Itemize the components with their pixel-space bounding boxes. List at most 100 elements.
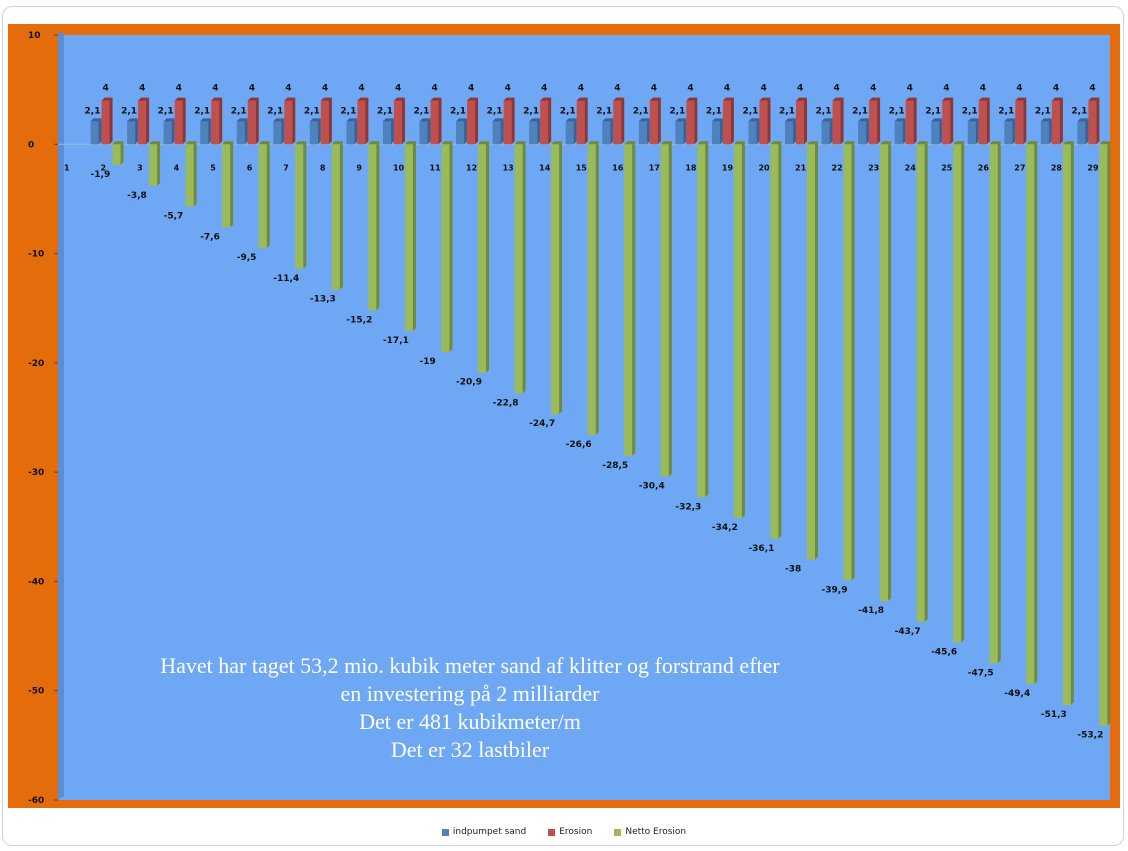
bar-indpumpet-top	[163, 118, 175, 122]
bar-indpumpet-top	[236, 118, 248, 122]
bar-netto-erosion	[368, 141, 380, 311]
bar-erosion-side	[584, 97, 588, 145]
bar-netto-erosion-face	[514, 144, 523, 394]
bar-erosion	[1088, 97, 1100, 145]
y-tick-label: -20	[28, 359, 44, 369]
bar-indpumpet-top	[1077, 118, 1089, 122]
bar-erosion-face	[796, 100, 804, 145]
bar-indpumpet-top	[711, 118, 723, 122]
category-label: 26	[978, 163, 990, 172]
bar-netto-erosion	[843, 141, 855, 581]
bar-erosion	[1051, 97, 1063, 145]
bar-erosion-top	[430, 97, 442, 101]
bar-erosion-side	[365, 97, 369, 145]
bar-netto-erosion-side	[632, 141, 636, 456]
bar-indpumpet-face	[236, 121, 245, 145]
bar-indpumpet-top	[967, 118, 979, 122]
bar-netto-erosion	[953, 141, 965, 643]
bar-indpumpet-top	[346, 118, 358, 122]
data-label-erosion: 4	[980, 84, 986, 94]
bar-indpumpet-side	[902, 118, 906, 145]
bar-erosion-face	[393, 100, 402, 145]
bar-indpumpet	[200, 118, 212, 145]
category-label: 14	[539, 163, 551, 172]
bar-netto-erosion-top	[295, 141, 307, 145]
bar-erosion	[613, 97, 625, 145]
data-label-erosion: 4	[687, 84, 693, 94]
category-label: 15	[576, 163, 588, 172]
bar-netto-erosion-side	[888, 141, 892, 602]
bar-netto-erosion-top	[514, 141, 526, 145]
bar-netto-erosion	[185, 141, 197, 207]
bar-erosion-side	[877, 97, 881, 145]
bar-erosion	[832, 97, 844, 145]
bar-erosion-face	[576, 100, 585, 145]
bar-erosion-top	[686, 97, 698, 101]
bar-indpumpet-face	[163, 121, 172, 145]
bar-indpumpet-face	[894, 121, 903, 145]
category-label: 28	[1051, 163, 1063, 172]
bar-erosion-side	[840, 97, 844, 145]
bar-indpumpet	[638, 118, 650, 145]
bar-netto-erosion-top	[697, 141, 709, 145]
bar-indpumpet	[529, 118, 541, 145]
bar-erosion	[284, 97, 296, 145]
bar-indpumpet-side	[98, 118, 102, 145]
bar-erosion-side	[219, 97, 223, 145]
bar-erosion-side	[621, 97, 625, 145]
data-label-erosion: 4	[870, 84, 876, 94]
bar-indpumpet	[967, 118, 979, 145]
bar-netto-erosion	[660, 141, 672, 477]
bar-erosion	[759, 97, 771, 145]
y-tick-label: 10	[28, 31, 41, 41]
data-label-erosion: 4	[103, 84, 109, 94]
category-label: 1	[64, 163, 70, 172]
data-label-netto-erosion: -45,6	[931, 648, 957, 658]
data-label-erosion: 4	[358, 84, 364, 94]
data-label-netto-erosion: -47,5	[968, 668, 994, 678]
data-label-indpumpet: 2,1	[1035, 106, 1051, 116]
data-label-netto-erosion: -26,6	[566, 440, 592, 450]
bar-erosion-face	[1051, 100, 1060, 145]
bar-erosion	[576, 97, 588, 145]
bar-erosion-face	[540, 100, 549, 145]
bar-erosion-side	[694, 97, 698, 145]
bar-netto-erosion	[989, 141, 1001, 664]
bar-erosion-top	[1015, 97, 1027, 101]
bar-netto-erosion-face	[953, 144, 962, 643]
bar-netto-erosion-face	[733, 144, 742, 519]
bar-indpumpet-side	[317, 118, 321, 145]
bar-erosion	[722, 97, 734, 145]
bar-erosion	[905, 97, 917, 145]
bar-netto-erosion-face	[1026, 144, 1035, 685]
bar-indpumpet-side	[390, 118, 394, 145]
bar-erosion	[211, 97, 223, 145]
bar-netto-erosion-top	[989, 141, 1001, 145]
legend-label: Netto Erosion	[625, 827, 687, 837]
legend-swatch-netto-erosion	[614, 828, 622, 836]
data-label-netto-erosion: -32,3	[675, 502, 701, 512]
bar-erosion-face	[284, 100, 293, 145]
bar-indpumpet-side	[171, 118, 175, 145]
bar-indpumpet-side	[208, 118, 212, 145]
data-label-erosion: 4	[249, 84, 255, 94]
data-label-indpumpet: 2,1	[706, 106, 722, 116]
bar-indpumpet-side	[756, 118, 760, 145]
bar-netto-erosion	[587, 141, 599, 435]
bar-netto-erosion-side	[193, 141, 197, 207]
data-label-netto-erosion: -24,7	[529, 419, 555, 429]
legend-label: indpumpet sand	[452, 827, 527, 837]
data-label-indpumpet: 2,1	[304, 106, 320, 116]
bar-erosion-side	[657, 97, 661, 145]
legend-swatch-erosion	[548, 828, 556, 836]
category-label: 12	[466, 163, 477, 172]
bar-netto-erosion-side	[595, 141, 599, 435]
bar-erosion-face	[503, 100, 512, 145]
bar-indpumpet-face	[748, 121, 757, 145]
y-tick-label: -40	[28, 577, 44, 587]
data-label-erosion: 4	[1089, 84, 1095, 94]
bar-indpumpet-side	[829, 118, 833, 145]
bar-indpumpet	[382, 118, 394, 145]
bar-indpumpet	[748, 118, 760, 145]
legend-item: Netto Erosion	[614, 827, 686, 837]
